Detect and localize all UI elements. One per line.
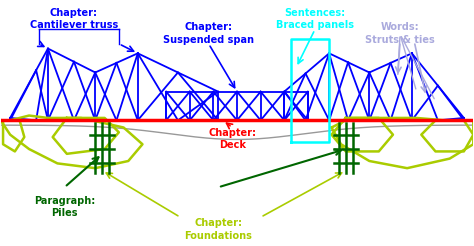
- Text: Chapter:
Deck: Chapter: Deck: [208, 127, 256, 150]
- Text: Words:
Struts & ties: Words: Struts & ties: [365, 22, 435, 45]
- Text: Chapter:
Suspended span: Chapter: Suspended span: [163, 22, 254, 45]
- Text: Sentences:
Braced panels: Sentences: Braced panels: [276, 8, 354, 30]
- Text: Chapter:
Cantilever truss: Chapter: Cantilever truss: [30, 8, 118, 30]
- Text: Chapter:
Foundations: Chapter: Foundations: [184, 218, 252, 241]
- Text: Paragraph:
Piles: Paragraph: Piles: [34, 196, 95, 218]
